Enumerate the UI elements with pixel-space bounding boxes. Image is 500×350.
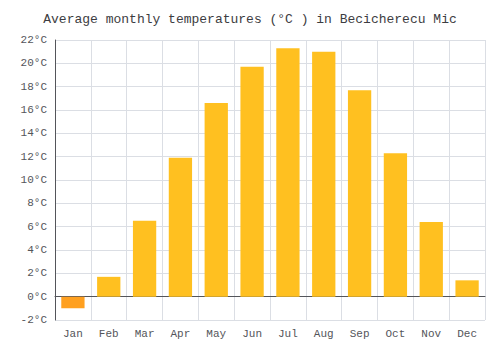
svg-text:Average monthly temperatures (: Average monthly temperatures (°C ) in Be… (43, 12, 456, 27)
svg-text:10°C: 10°C (21, 174, 48, 186)
svg-text:Feb: Feb (99, 328, 119, 340)
svg-text:Mar: Mar (135, 328, 155, 340)
svg-text:2°C: 2°C (27, 267, 47, 279)
svg-text:12°C: 12°C (21, 151, 48, 163)
svg-text:May: May (206, 328, 226, 340)
svg-text:18°C: 18°C (21, 81, 48, 93)
svg-text:14°C: 14°C (21, 127, 48, 139)
svg-text:Nov: Nov (421, 328, 441, 340)
svg-text:16°C: 16°C (21, 104, 48, 116)
svg-text:20°C: 20°C (21, 57, 48, 69)
svg-text:Oct: Oct (386, 328, 406, 340)
svg-text:Apr: Apr (171, 328, 191, 340)
svg-text:Dec: Dec (457, 328, 477, 340)
svg-text:22°C: 22°C (21, 34, 48, 46)
svg-text:Sep: Sep (350, 328, 370, 340)
svg-text:6°C: 6°C (27, 221, 47, 233)
svg-text:Jun: Jun (242, 328, 262, 340)
svg-text:Jan: Jan (63, 328, 83, 340)
svg-text:0°C: 0°C (27, 291, 47, 303)
svg-text:Aug: Aug (314, 328, 334, 340)
svg-text:8°C: 8°C (27, 197, 47, 209)
svg-text:Jul: Jul (278, 328, 298, 340)
svg-text:-2°C: -2°C (21, 314, 48, 326)
svg-text:4°C: 4°C (27, 244, 47, 256)
